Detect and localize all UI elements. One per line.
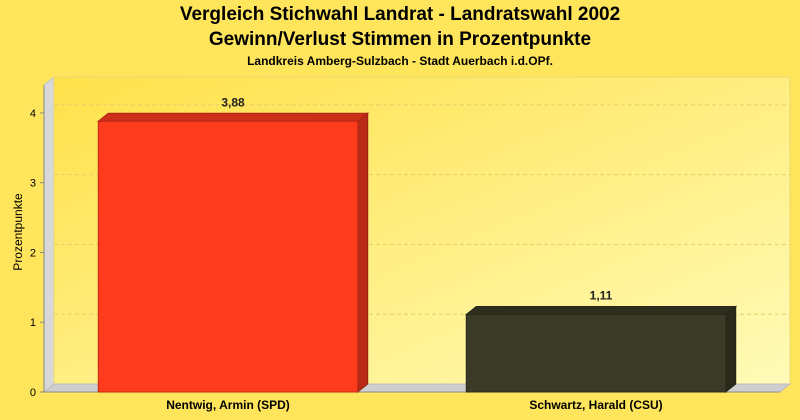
y-tick-label: 2: [30, 247, 36, 259]
bar: [97, 120, 359, 393]
chart-title-line2: Gewinn/Verlust Stimmen in Prozentpunkte: [208, 29, 592, 50]
y-tick-label: 1: [30, 317, 36, 329]
plot-side-wall: [43, 75, 55, 394]
bar: [465, 314, 727, 393]
chart-subtitle: Landkreis Amberg-Sulzbach - Stadt Auerba…: [247, 54, 553, 68]
y-tick-label: 4: [30, 108, 36, 120]
y-axis-label: Prozentpunkte: [11, 193, 25, 271]
bar-side: [357, 112, 369, 394]
x-tick-label: Schwartz, Harald (CSU): [529, 398, 662, 412]
bar-side: [725, 305, 737, 394]
data-label: 1,11: [590, 289, 613, 303]
bar-top: [464, 306, 738, 316]
y-tick-label: 0: [30, 387, 36, 399]
x-tick-label: Nentwig, Armin (SPD): [166, 398, 290, 412]
chart-title: Vergleich Stichwahl Landrat - Landratswa…: [179, 4, 621, 25]
bar-top: [96, 112, 370, 122]
y-tick-label: 3: [30, 178, 36, 190]
data-label: 3,88: [221, 95, 245, 109]
